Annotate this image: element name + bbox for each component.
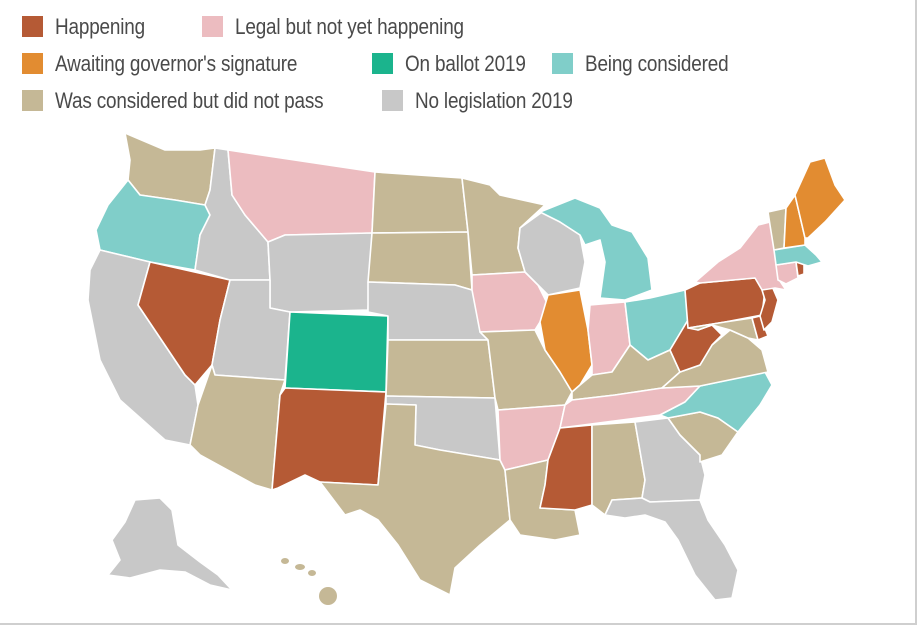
legend-row: Happening Legal but not yet happening <box>22 8 782 45</box>
legend: Happening Legal but not yet happening Aw… <box>22 8 782 119</box>
state-DE <box>751 315 769 341</box>
hawaii-island <box>319 587 337 605</box>
legend-label: Legal but not yet happening <box>235 13 464 39</box>
legend-label: Being considered <box>584 50 729 76</box>
legend-swatch <box>22 90 43 111</box>
legend-item-failed: Was considered but did not pass <box>22 88 352 114</box>
state-MO <box>479 329 573 411</box>
legend-item-awaiting: Awaiting governor's signature <box>22 51 337 77</box>
state-TX <box>319 403 511 596</box>
legend-swatch <box>382 90 403 111</box>
state-NM <box>271 387 387 491</box>
legend-label: Happening <box>55 13 145 39</box>
legend-swatch <box>551 53 573 74</box>
legend-row: Was considered but did not pass No legis… <box>22 82 782 119</box>
state-CO <box>284 311 389 393</box>
legend-label: Awaiting governor's signature <box>55 50 298 76</box>
legend-swatch <box>202 16 223 37</box>
legend-label: Was considered but did not pass <box>55 87 324 113</box>
state-MD <box>687 317 759 341</box>
legend-item-ballot: On ballot 2019 <box>371 51 526 77</box>
state-KS <box>385 339 496 399</box>
legend-item-legal: Legal but not yet happening <box>202 14 532 40</box>
state-MA <box>773 244 823 267</box>
legend-item-none: No legislation 2019 <box>382 88 612 114</box>
legend-swatch <box>22 53 43 74</box>
state-ND <box>371 171 469 234</box>
state-NJ <box>759 285 779 331</box>
legend-item-considered: Being considered <box>551 50 752 77</box>
hawaii-island <box>308 570 316 576</box>
state-ME <box>794 157 846 239</box>
state-AK <box>107 497 233 591</box>
legend-swatch <box>22 16 43 37</box>
state-SD <box>367 231 473 291</box>
legend-row: Awaiting governor's signature On ballot … <box>22 45 782 82</box>
state-VT <box>767 207 787 251</box>
state-MI <box>539 197 653 301</box>
legend-label: No legislation 2019 <box>415 87 573 113</box>
state-WY <box>267 232 373 313</box>
hawaii-island <box>295 564 305 570</box>
hawaii-island <box>281 558 289 564</box>
state-NC <box>659 371 773 433</box>
legend-label: On ballot 2019 <box>404 50 526 76</box>
legend-item-happening: Happening <box>22 14 172 40</box>
state-HI <box>281 558 337 605</box>
legend-swatch <box>371 53 393 74</box>
state-NH <box>783 194 806 249</box>
state-AZ <box>189 364 286 491</box>
state-FL <box>604 497 739 601</box>
